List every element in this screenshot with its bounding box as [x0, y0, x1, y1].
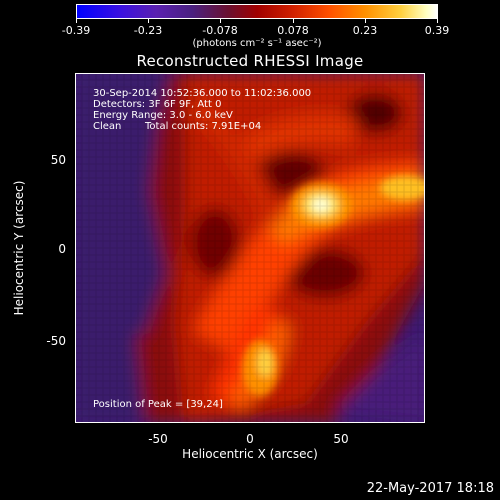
colorbar-tick	[148, 19, 149, 23]
x-tick-label: 50	[333, 432, 349, 446]
y-tick-label: 50	[50, 153, 66, 167]
colorbar-tick-label: 0.078	[277, 24, 309, 37]
peak-position-text: Position of Peak = [39,24]	[93, 399, 223, 410]
colorbar-tick	[220, 19, 221, 23]
colorbar-tick	[293, 19, 294, 23]
method-text: Clean	[93, 121, 122, 132]
image-title: Reconstructed RHESSI Image	[136, 52, 364, 70]
time-range-text: 30-Sep-2014 10:52:36.000 to 11:02:36.000	[93, 88, 312, 99]
colorbar-tick	[437, 19, 438, 23]
colorbar-tick	[76, 19, 77, 23]
colorbar-tick-label: -0.078	[202, 24, 238, 37]
energy-range-text: Energy Range: 3.0 - 6.0 keV	[93, 110, 233, 121]
total-counts-text: Total counts: 7.91E+04	[145, 121, 262, 132]
rhessi-image	[75, 73, 425, 423]
x-tick-label: -50	[148, 432, 168, 446]
colorbar-tick-label: 0.23	[352, 24, 378, 37]
x-axis-label: Heliocentric X (arcsec)	[182, 447, 318, 461]
rhessi-image-svg	[75, 73, 425, 423]
detectors-text: Detectors: 3F 6F 9F, Att 0	[93, 99, 222, 110]
y-axis-label: Heliocentric Y (arcsec)	[12, 180, 26, 316]
colorbar-tick-label: -0.23	[133, 24, 163, 37]
timestamp: 22-May-2017 18:18	[366, 481, 494, 496]
colorbar-tick-label: -0.39	[61, 24, 91, 37]
colorbar-tick-label: 0.39	[424, 24, 450, 37]
y-tick-label: 0	[58, 242, 66, 256]
colorbar-units: (photons cm⁻² s⁻¹ asec⁻²)	[192, 38, 322, 49]
colorbar	[76, 4, 438, 19]
x-tick-label: 0	[246, 432, 254, 446]
y-tick-label: -50	[46, 334, 66, 348]
colorbar-tick	[365, 19, 366, 23]
